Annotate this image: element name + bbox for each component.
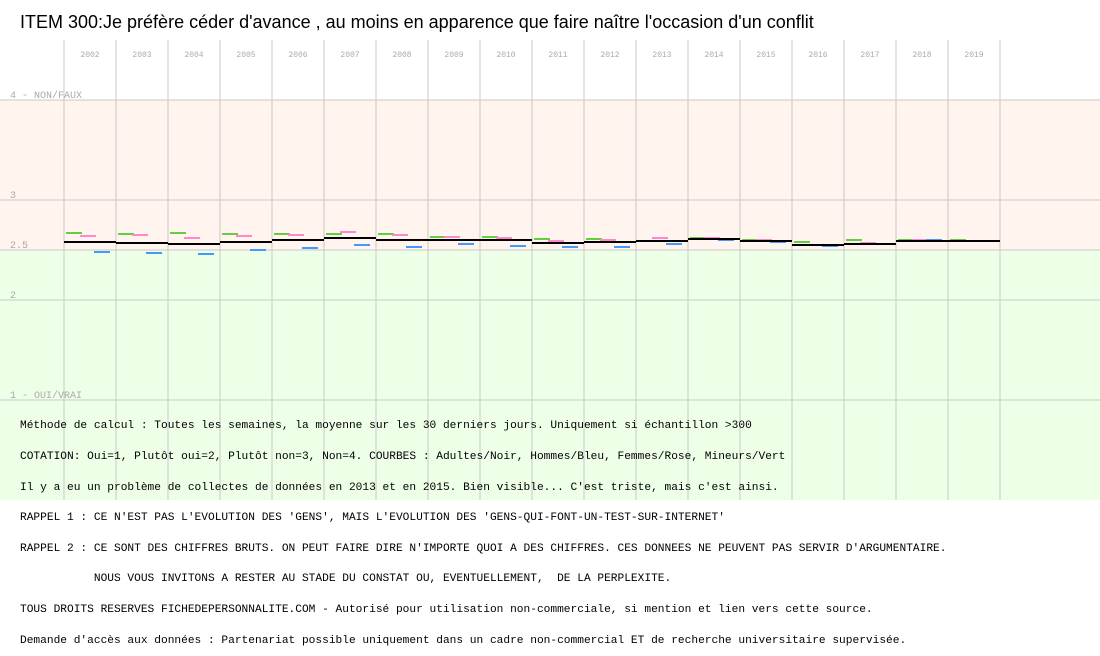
- x-tick-label: 2015: [756, 51, 775, 60]
- y-tick-label: 2.5: [10, 241, 28, 252]
- y-tick-label: 1 - OUI/VRAI: [10, 390, 82, 402]
- x-tick-label: 2004: [184, 51, 203, 60]
- x-tick-label: 2019: [964, 51, 983, 60]
- note-line-method: Méthode de calcul : Toutes les semaines,…: [20, 420, 752, 433]
- x-tick-label: 2016: [808, 51, 827, 60]
- band-upper: [0, 100, 1100, 250]
- x-tick-label: 2005: [236, 51, 255, 60]
- x-tick-label: 2002: [80, 51, 99, 60]
- x-tick-label: 2006: [288, 51, 307, 60]
- x-tick-label: 2017: [860, 51, 879, 60]
- x-tick-label: 2009: [444, 51, 463, 60]
- y-tick-label: 2: [10, 291, 16, 302]
- note-line-problem: Il y a eu un problème de collectes de do…: [20, 481, 779, 494]
- note-line-rappel-2: RAPPEL 2 : CE SONT DES CHIFFRES BRUTS. O…: [20, 542, 947, 555]
- chart-title: ITEM 300:Je préfère céder d'avance , au …: [20, 12, 814, 32]
- y-tick-label: 3: [10, 191, 16, 202]
- chart: 4 - NON/FAUX 3 2.5 2 1 - OUI/VRAI 2002 2003 200…: [0, 40, 1100, 500]
- note-line-rights: TOUS DROITS RESERVES FICHEDEPERSONNALITE…: [20, 604, 873, 617]
- x-tick-label: 2011: [548, 51, 567, 60]
- note-line-rappel-1: RAPPEL 1 : CE N'EST PAS L'EVOLUTION DES …: [20, 512, 725, 525]
- notes-block: Méthode de calcul : Toutes les semaines,…: [20, 401, 946, 656]
- x-tick-label: 2010: [496, 51, 515, 60]
- x-tick-label: 2008: [392, 51, 411, 60]
- x-tick-label: 2014: [704, 51, 723, 60]
- y-tick-label: 4 - NON/FAUX: [10, 90, 82, 102]
- note-line-rappel-2-cont: NOUS VOUS INVITONS A RESTER AU STADE DU …: [20, 573, 672, 586]
- x-tick-label: 2007: [340, 51, 359, 60]
- note-line-data-access: Demande d'accès aux données : Partenaria…: [20, 634, 907, 647]
- x-tick-label: 2012: [600, 51, 619, 60]
- x-tick-label: 2013: [652, 51, 671, 60]
- band-lower: [0, 250, 1100, 500]
- x-tick-label: 2003: [132, 51, 151, 60]
- x-tick-label: 2018: [912, 51, 931, 60]
- note-line-cotation: COTATION: Oui=1, Plutôt oui=2, Plutôt no…: [20, 451, 786, 464]
